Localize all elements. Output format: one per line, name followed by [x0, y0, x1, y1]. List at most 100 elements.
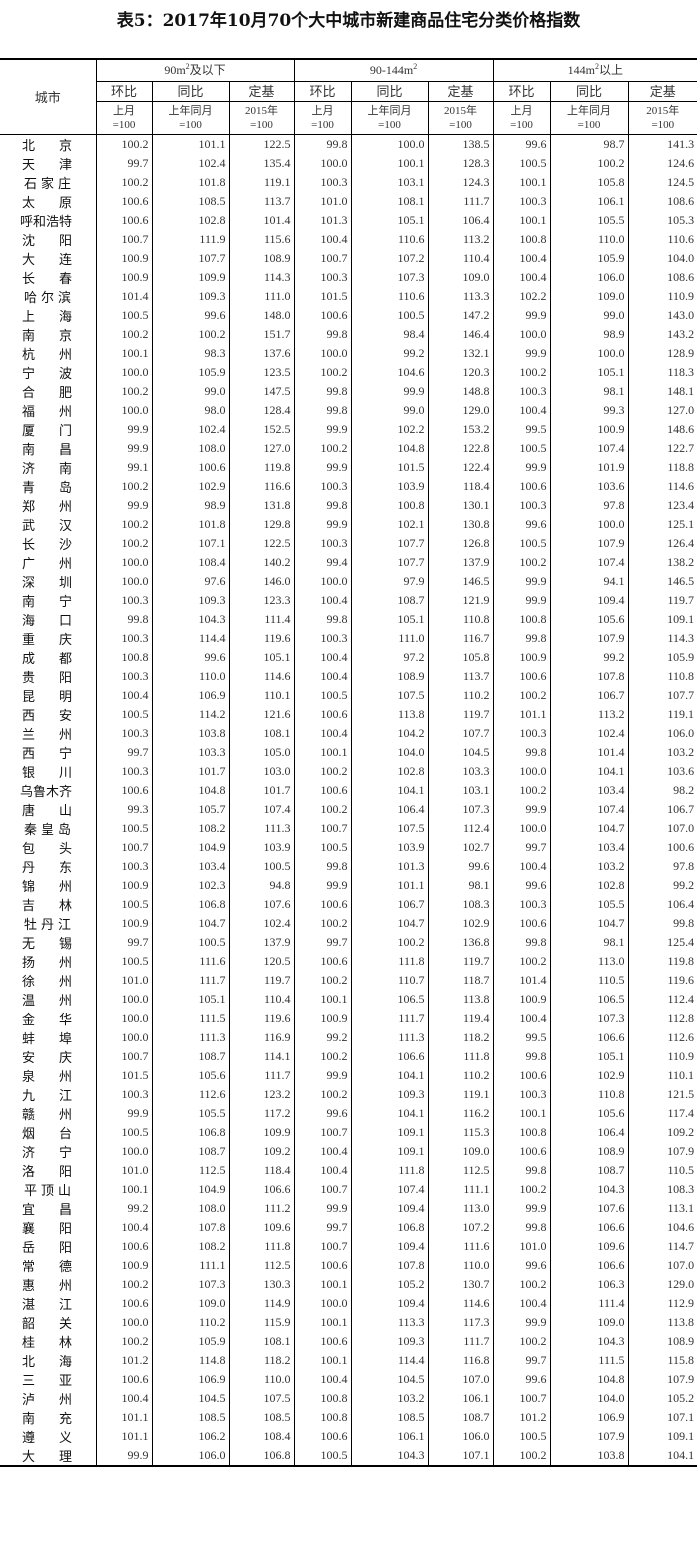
index-value-cell: 100.6	[627, 838, 697, 857]
city-cell: 牡丹江	[0, 914, 97, 933]
index-value-cell: 100.2	[293, 363, 352, 382]
index-value-cell: 113.1	[627, 1199, 697, 1218]
city-char: 重	[22, 632, 36, 647]
table-row: 广州 100.0 108.4 140.2 99.4 107.7 137.9 100.2 107.…	[0, 553, 697, 572]
index-value-cell: 108.3	[427, 895, 494, 914]
index-value-cell: 143.0	[627, 306, 697, 325]
index-value-cell: 100.5	[228, 857, 295, 876]
index-value-cell: 103.4	[549, 781, 629, 800]
index-value-cell: 100.2	[492, 363, 551, 382]
index-value-cell: 116.9	[228, 1028, 295, 1047]
index-value-cell: 126.8	[427, 534, 494, 553]
index-value-cell: 99.6	[492, 1370, 551, 1389]
table-row: 吉林 100.5 106.8 107.6 100.6 106.7 108.3 100.3 105…	[0, 895, 697, 914]
table-row: 南充 101.1 108.5 108.5 100.8 108.5 108.7 101.2 106…	[0, 1408, 697, 1427]
index-value-cell: 100.6	[151, 458, 230, 477]
index-value-cell: 99.9	[492, 572, 551, 591]
index-value-cell: 114.8	[151, 1351, 230, 1370]
table-row: 成都 100.8 99.6 105.1 100.4 97.2 105.8 100.9 99.2 1…	[0, 648, 697, 667]
index-value-cell: 108.9	[549, 1142, 629, 1161]
index-value-cell: 99.3	[95, 800, 153, 819]
table-row: 南昌 99.9 108.0 127.0 100.2 104.8 122.8 100.5 107.…	[0, 439, 697, 458]
city-char: 庆	[58, 1050, 72, 1065]
index-value-cell: 122.8	[427, 439, 494, 458]
index-value-cell: 113.7	[427, 667, 494, 686]
index-value-cell: 106.1	[427, 1389, 494, 1408]
index-value-cell: 111.5	[549, 1351, 629, 1370]
index-value-cell: 100.1	[293, 1351, 352, 1370]
index-value-cell: 100.7	[293, 819, 352, 838]
index-value-cell: 100.6	[293, 306, 352, 325]
index-value-cell: 100.2	[95, 477, 153, 496]
index-value-cell: 109.9	[151, 268, 230, 287]
city-name: 烟台	[22, 1123, 72, 1142]
city-name: 九江	[22, 1085, 72, 1104]
index-value-cell: 118.8	[627, 458, 697, 477]
index-value-cell: 107.1	[627, 1408, 697, 1427]
city-cell: 徐州	[0, 971, 97, 990]
city-name: 昆明	[22, 686, 72, 705]
city-cell: 包头	[0, 838, 97, 857]
index-value-cell: 100.2	[293, 1085, 352, 1104]
base-value: =100	[179, 119, 202, 131]
city-cell: 丹东	[0, 857, 97, 876]
city-char: 阳	[58, 670, 72, 685]
index-value-cell: 101.4	[549, 743, 629, 762]
index-value-cell: 109.0	[549, 287, 629, 306]
index-value-cell: 107.9	[549, 1427, 629, 1446]
index-value-cell: 129.0	[627, 1275, 697, 1294]
index-value-cell: 103.8	[549, 1446, 629, 1467]
group-header-small: 90m2及以下	[95, 58, 295, 82]
index-value-cell: 100.9	[293, 1009, 352, 1028]
index-value-cell: 108.5	[151, 192, 230, 211]
index-value-cell: 100.6	[492, 477, 551, 496]
city-name: 襄阳	[22, 1218, 72, 1237]
index-value-cell: 107.3	[151, 1275, 230, 1294]
index-value-cell: 106.1	[549, 192, 629, 211]
city-char: 大	[22, 1449, 36, 1464]
index-value-cell: 109.3	[350, 1332, 429, 1351]
table-row: 贵阳 100.3 110.0 114.6 100.4 108.9 113.7 100.6 107…	[0, 667, 697, 686]
index-value-cell: 138.5	[427, 134, 494, 154]
table-row: 安庆 100.7 108.7 114.1 100.2 106.6 111.8 99.8 105.…	[0, 1047, 697, 1066]
index-value-cell: 118.7	[427, 971, 494, 990]
index-value-cell: 109.4	[549, 591, 629, 610]
city-cell: 昆明	[0, 686, 97, 705]
base-value: =100	[378, 119, 401, 131]
index-value-cell: 109.2	[627, 1123, 697, 1142]
index-value-cell: 100.4	[492, 857, 551, 876]
index-value-cell: 97.9	[350, 572, 429, 591]
index-value-cell: 105.5	[151, 1104, 230, 1123]
index-value-cell: 122.4	[427, 458, 494, 477]
index-value-cell: 109.6	[228, 1218, 295, 1237]
city-cell: 大连	[0, 249, 97, 268]
index-value-cell: 110.0	[549, 230, 629, 249]
index-value-cell: 101.4	[95, 287, 153, 306]
base-label: 上年同月	[168, 105, 213, 117]
index-value-cell: 100.9	[95, 268, 153, 287]
city-cell: 长沙	[0, 534, 97, 553]
city-char: 阳	[58, 1221, 72, 1236]
city-name: 泸州	[22, 1389, 72, 1408]
index-value-cell: 124.6	[627, 154, 697, 173]
index-value-cell: 108.3	[627, 1180, 697, 1199]
table-row: 昆明 100.4 106.9 110.1 100.5 107.5 110.2 100.2 106…	[0, 686, 697, 705]
index-value-cell: 106.7	[350, 895, 429, 914]
index-value-cell: 99.9	[293, 1199, 352, 1218]
index-value-cell: 143.2	[627, 325, 697, 344]
index-value-cell: 100.2	[293, 439, 352, 458]
table-row: 沈阳 100.7 111.9 115.6 100.4 110.6 113.2 100.8 110…	[0, 230, 697, 249]
index-value-cell: 99.6	[293, 1104, 352, 1123]
index-value-cell: 107.1	[151, 534, 230, 553]
index-value-cell: 99.9	[95, 1446, 153, 1467]
index-value-cell: 100.3	[95, 857, 153, 876]
index-value-cell: 100.2	[95, 134, 153, 154]
table-row: 兰州 100.3 103.8 108.1 100.4 104.2 107.7 100.3 102…	[0, 724, 697, 743]
index-value-cell: 107.7	[350, 534, 429, 553]
index-value-cell: 119.7	[427, 952, 494, 971]
group-header-large: 144m2以上	[492, 58, 697, 82]
index-value-cell: 99.2	[95, 1199, 153, 1218]
city-char: 南	[22, 594, 36, 609]
city-cell: 石家庄	[0, 173, 97, 192]
index-value-cell: 100.0	[293, 154, 352, 173]
